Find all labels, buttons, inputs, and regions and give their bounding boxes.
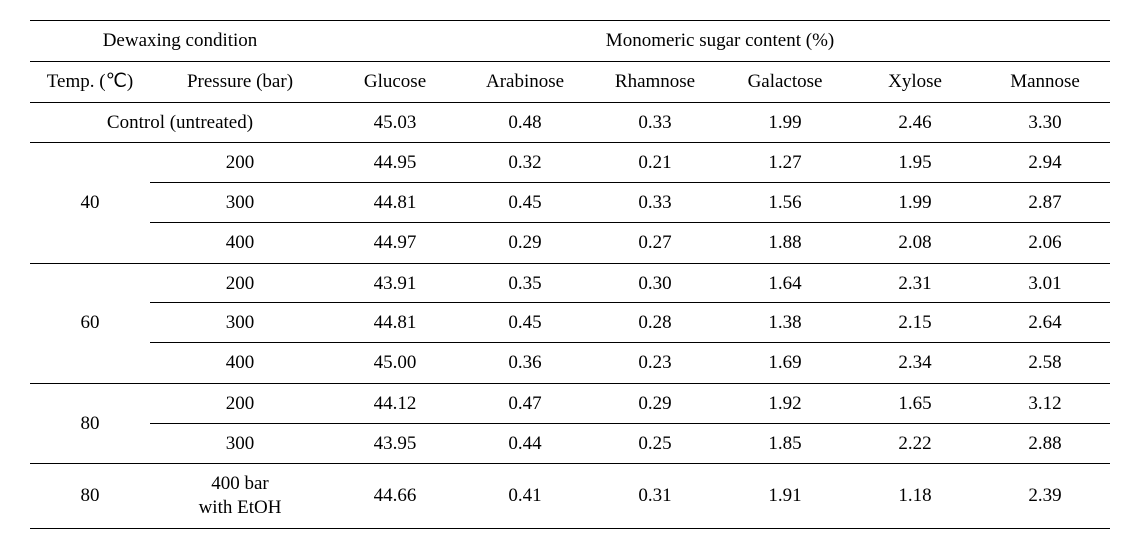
header-sugar: Glucose — [330, 61, 460, 102]
pressure-cell: 300 — [150, 424, 330, 464]
cell: 1.38 — [720, 303, 850, 343]
cell: 1.64 — [720, 263, 850, 303]
cell: 44.81 — [330, 303, 460, 343]
temp-cell: 80 — [30, 464, 150, 529]
header-sugar: Galactose — [720, 61, 850, 102]
cell: 43.91 — [330, 263, 460, 303]
cell: 1.91 — [720, 464, 850, 529]
cell: 2.08 — [850, 223, 980, 263]
cell: 2.06 — [980, 223, 1110, 263]
pressure-cell: 400 bar with EtOH — [150, 464, 330, 529]
cell: 1.65 — [850, 383, 980, 423]
cell: 1.27 — [720, 143, 850, 183]
cell: 2.34 — [850, 343, 980, 383]
cell: 0.21 — [590, 143, 720, 183]
cell: 2.87 — [980, 183, 1110, 223]
cell: 2.31 — [850, 263, 980, 303]
cell: 3.30 — [980, 102, 1110, 143]
cell: 0.45 — [460, 183, 590, 223]
control-label: Control (untreated) — [30, 102, 330, 143]
sugar-content-table: Dewaxing condition Monomeric sugar conte… — [30, 20, 1110, 529]
cell: 0.23 — [590, 343, 720, 383]
pressure-cell: 200 — [150, 263, 330, 303]
temp-cell: 40 — [30, 143, 150, 263]
cell: 0.32 — [460, 143, 590, 183]
cell: 2.39 — [980, 464, 1110, 529]
cell: 0.47 — [460, 383, 590, 423]
cell: 1.85 — [720, 424, 850, 464]
cell: 2.15 — [850, 303, 980, 343]
temp-cell: 80 — [30, 383, 150, 464]
temp-cell: 60 — [30, 263, 150, 383]
pressure-cell: 300 — [150, 183, 330, 223]
cell: 0.29 — [590, 383, 720, 423]
cell: 44.66 — [330, 464, 460, 529]
cell: 0.29 — [460, 223, 590, 263]
cell: 2.94 — [980, 143, 1110, 183]
header-sugar: Rhamnose — [590, 61, 720, 102]
header-group-sugar: Monomeric sugar content (%) — [330, 21, 1110, 62]
cell: 2.58 — [980, 343, 1110, 383]
cell: 44.81 — [330, 183, 460, 223]
cell: 1.99 — [850, 183, 980, 223]
cell: 1.18 — [850, 464, 980, 529]
cell: 0.41 — [460, 464, 590, 529]
cell: 43.95 — [330, 424, 460, 464]
cell: 44.95 — [330, 143, 460, 183]
cell: 2.88 — [980, 424, 1110, 464]
header-sugar: Arabinose — [460, 61, 590, 102]
cell: 3.12 — [980, 383, 1110, 423]
cell: 2.64 — [980, 303, 1110, 343]
cell: 1.99 — [720, 102, 850, 143]
cell: 0.44 — [460, 424, 590, 464]
cell: 0.35 — [460, 263, 590, 303]
header-temp: Temp. (℃) — [30, 61, 150, 102]
pressure-cell: 400 — [150, 223, 330, 263]
cell: 1.92 — [720, 383, 850, 423]
cell: 44.97 — [330, 223, 460, 263]
cell: 0.48 — [460, 102, 590, 143]
cell: 0.36 — [460, 343, 590, 383]
cell: 3.01 — [980, 263, 1110, 303]
cell: 1.95 — [850, 143, 980, 183]
cell: 0.45 — [460, 303, 590, 343]
cell: 0.31 — [590, 464, 720, 529]
cell: 0.27 — [590, 223, 720, 263]
cell: 0.33 — [590, 102, 720, 143]
header-sugar: Mannose — [980, 61, 1110, 102]
pressure-cell: 400 — [150, 343, 330, 383]
cell: 0.28 — [590, 303, 720, 343]
cell: 45.00 — [330, 343, 460, 383]
pressure-cell: 200 — [150, 383, 330, 423]
cell: 45.03 — [330, 102, 460, 143]
cell: 2.22 — [850, 424, 980, 464]
cell: 44.12 — [330, 383, 460, 423]
cell: 0.33 — [590, 183, 720, 223]
cell: 0.30 — [590, 263, 720, 303]
cell: 0.25 — [590, 424, 720, 464]
cell: 1.69 — [720, 343, 850, 383]
cell: 1.88 — [720, 223, 850, 263]
header-pressure: Pressure (bar) — [150, 61, 330, 102]
pressure-cell: 200 — [150, 143, 330, 183]
header-sugar: Xylose — [850, 61, 980, 102]
cell: 2.46 — [850, 102, 980, 143]
cell: 1.56 — [720, 183, 850, 223]
header-group-dewaxing: Dewaxing condition — [30, 21, 330, 62]
pressure-cell: 300 — [150, 303, 330, 343]
